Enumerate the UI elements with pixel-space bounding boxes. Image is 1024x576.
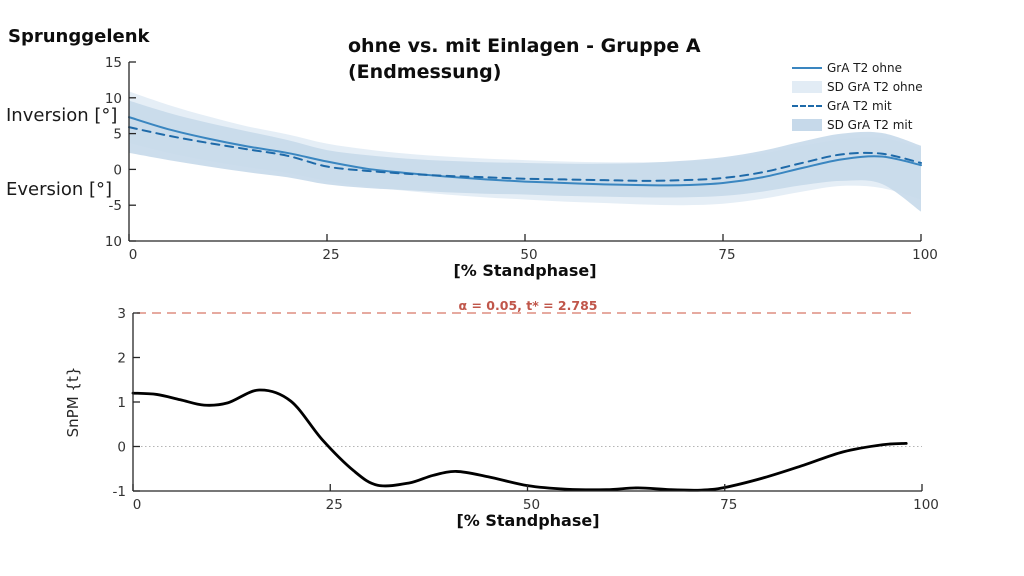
band-swatch-icon [792, 80, 822, 93]
x-tick-label: 25 [322, 247, 339, 263]
y-tick-label: 15 [105, 55, 122, 71]
x-tick-label: 50 [523, 497, 540, 513]
snpm-axis-label: SnPM {t} [64, 366, 82, 438]
chart-title: ohne vs. mit Einlagen - Gruppe A (Endmes… [348, 33, 701, 85]
legend-row-ohne: GrA T2 ohne [792, 58, 923, 77]
dashed-line-swatch-icon [792, 104, 822, 107]
mit-curve [128, 126, 922, 182]
figure-heading: Sprunggelenk [8, 26, 150, 47]
x-tick-label: 75 [720, 497, 737, 513]
ohne-curve [128, 116, 922, 187]
legend-row-sd-ohne: SD GrA T2 ohne [792, 77, 923, 96]
y-tick-label: 5 [113, 127, 122, 143]
legend-row-sd-mit: SD GrA T2 mit [792, 115, 923, 134]
y-tick-label: 10 [105, 91, 122, 107]
x-tick-label: 0 [129, 247, 138, 263]
y-tick-label: -5 [109, 198, 122, 214]
x-tick-label: 75 [718, 247, 735, 263]
legend-label-sd-ohne: SD GrA T2 ohne [827, 79, 923, 94]
chart-title-line1: ohne vs. mit Einlagen - Gruppe A [348, 35, 701, 57]
legend-label-ohne: GrA T2 ohne [827, 60, 902, 75]
legend-row-mit: GrA T2 mit [792, 96, 923, 115]
y-tick-label: -1 [113, 484, 126, 500]
chart-title-line2: (Endmessung) [348, 61, 502, 83]
solid-line-swatch-icon [792, 66, 822, 69]
y-tick-label: 0 [113, 162, 122, 178]
top-xaxis-label: [% Standphase] [453, 261, 597, 280]
y-tick-label: 3 [117, 306, 126, 322]
x-tick-label: 25 [326, 497, 343, 513]
x-tick-label: 50 [520, 247, 537, 263]
y-tick-label: 0 [117, 440, 126, 456]
eversion-axis-label: Eversion [°] [6, 179, 113, 200]
y-tick-label: 1 [117, 395, 126, 411]
legend-label-sd-mit: SD GrA T2 mit [827, 117, 913, 132]
x-tick-label: 0 [133, 497, 142, 513]
bottom-xaxis-label: [% Standphase] [456, 511, 600, 530]
band-swatch-icon [792, 118, 822, 131]
x-tick-label: 100 [912, 247, 938, 263]
legend-label-mit: GrA T2 mit [827, 98, 892, 113]
snpm-curve [131, 388, 908, 492]
x-tick-label: 100 [913, 497, 939, 513]
legend: GrA T2 ohne SD GrA T2 ohne GrA T2 mit SD… [792, 58, 923, 134]
y-tick-label: 10 [105, 234, 122, 250]
y-tick-label: 2 [117, 351, 126, 367]
inversion-axis-label: Inversion [°] [6, 105, 118, 126]
threshold-label: α = 0.05, t* = 2.785 [458, 298, 598, 313]
